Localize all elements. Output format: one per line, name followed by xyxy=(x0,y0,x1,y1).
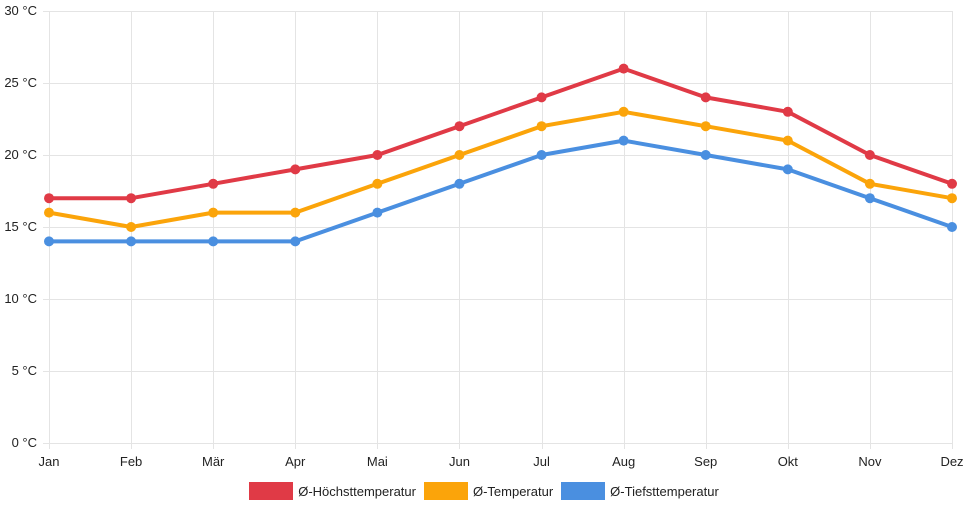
data-point[interactable] xyxy=(947,193,957,204)
legend-item[interactable]: Ø-Temperatur xyxy=(423,482,554,500)
data-point[interactable] xyxy=(782,164,793,175)
x-tick-label: Aug xyxy=(612,454,635,469)
data-point[interactable] xyxy=(947,222,957,232)
data-point[interactable] xyxy=(208,236,219,247)
x-tick-label: Mär xyxy=(202,454,225,469)
legend-item[interactable]: Ø-Höchsttemperatur xyxy=(249,482,416,500)
data-point[interactable] xyxy=(208,178,219,189)
data-point[interactable] xyxy=(618,63,629,74)
data-point[interactable] xyxy=(864,178,875,189)
data-point[interactable] xyxy=(126,193,137,204)
data-point[interactable] xyxy=(44,236,54,247)
axes: 0 °C 5 °C 10 °C 15 °C 20 °C 25 °C 30 °C Jan Feb M… xyxy=(4,3,963,469)
data-point[interactable] xyxy=(782,106,793,117)
x-tick-label: Okt xyxy=(778,454,799,469)
grid-lines xyxy=(43,11,953,449)
data-point[interactable] xyxy=(864,150,875,160)
y-tick-label: 0 °C xyxy=(12,435,37,450)
y-tick-label: 30 °C xyxy=(4,3,37,18)
series-lines xyxy=(44,63,957,247)
x-tick-label: Sep xyxy=(694,454,717,469)
data-point[interactable] xyxy=(454,178,465,189)
data-point[interactable] xyxy=(372,178,383,189)
y-tick-label: 25 °C xyxy=(4,75,37,90)
legend-swatch xyxy=(423,482,468,500)
data-point[interactable] xyxy=(44,207,54,218)
data-point[interactable] xyxy=(126,236,137,247)
x-tick-label: Jan xyxy=(39,454,60,469)
y-tick-label: 15 °C xyxy=(4,219,37,234)
data-point[interactable] xyxy=(864,193,875,204)
x-tick-label: Feb xyxy=(120,454,142,469)
x-tick-label: Nov xyxy=(858,454,882,469)
legend-swatch xyxy=(249,482,294,500)
data-point[interactable] xyxy=(947,178,957,189)
data-point[interactable] xyxy=(700,121,711,132)
data-point[interactable] xyxy=(290,207,301,218)
data-point[interactable] xyxy=(208,207,219,218)
data-point[interactable] xyxy=(372,207,383,218)
x-tick-label: Jul xyxy=(533,454,550,469)
series-line xyxy=(47,109,954,229)
data-point[interactable] xyxy=(618,135,629,146)
data-point[interactable] xyxy=(700,150,711,160)
x-tick-label: Mai xyxy=(367,454,388,469)
series-line xyxy=(47,138,954,244)
y-tick-label: 5 °C xyxy=(12,363,37,378)
x-tick-label: Apr xyxy=(285,454,306,469)
line-chart: 0 °C 5 °C 10 °C 15 °C 20 °C 25 °C 30 °C Jan Feb M… xyxy=(4,3,963,469)
data-point[interactable] xyxy=(454,150,465,160)
data-point[interactable] xyxy=(44,193,54,204)
legend-label: Ø-Tiefsttemperatur xyxy=(610,483,719,499)
legend-swatch xyxy=(561,482,606,500)
x-tick-label: Dez xyxy=(940,454,963,469)
data-point[interactable] xyxy=(290,236,301,247)
y-tick-label: 10 °C xyxy=(4,291,37,306)
data-point[interactable] xyxy=(536,150,547,160)
chart-legend: Ø-Höchsttemperatur Ø-Temperatur Ø-Tiefstte… xyxy=(0,480,968,502)
legend-label: Ø-Höchsttemperatur xyxy=(298,483,416,499)
data-point[interactable] xyxy=(454,121,465,132)
data-point[interactable] xyxy=(536,92,547,103)
legend-item[interactable]: Ø-Tiefsttemperatur xyxy=(561,482,719,500)
data-point[interactable] xyxy=(536,121,547,132)
data-point[interactable] xyxy=(126,222,137,232)
data-point[interactable] xyxy=(782,135,793,146)
series-line xyxy=(47,66,954,201)
x-tick-label: Jun xyxy=(449,454,470,469)
data-point[interactable] xyxy=(618,106,629,117)
legend-label: Ø-Temperatur xyxy=(472,483,554,499)
data-point[interactable] xyxy=(700,92,711,103)
data-point[interactable] xyxy=(372,150,383,160)
data-point[interactable] xyxy=(290,164,301,175)
y-tick-label: 20 °C xyxy=(4,147,37,162)
